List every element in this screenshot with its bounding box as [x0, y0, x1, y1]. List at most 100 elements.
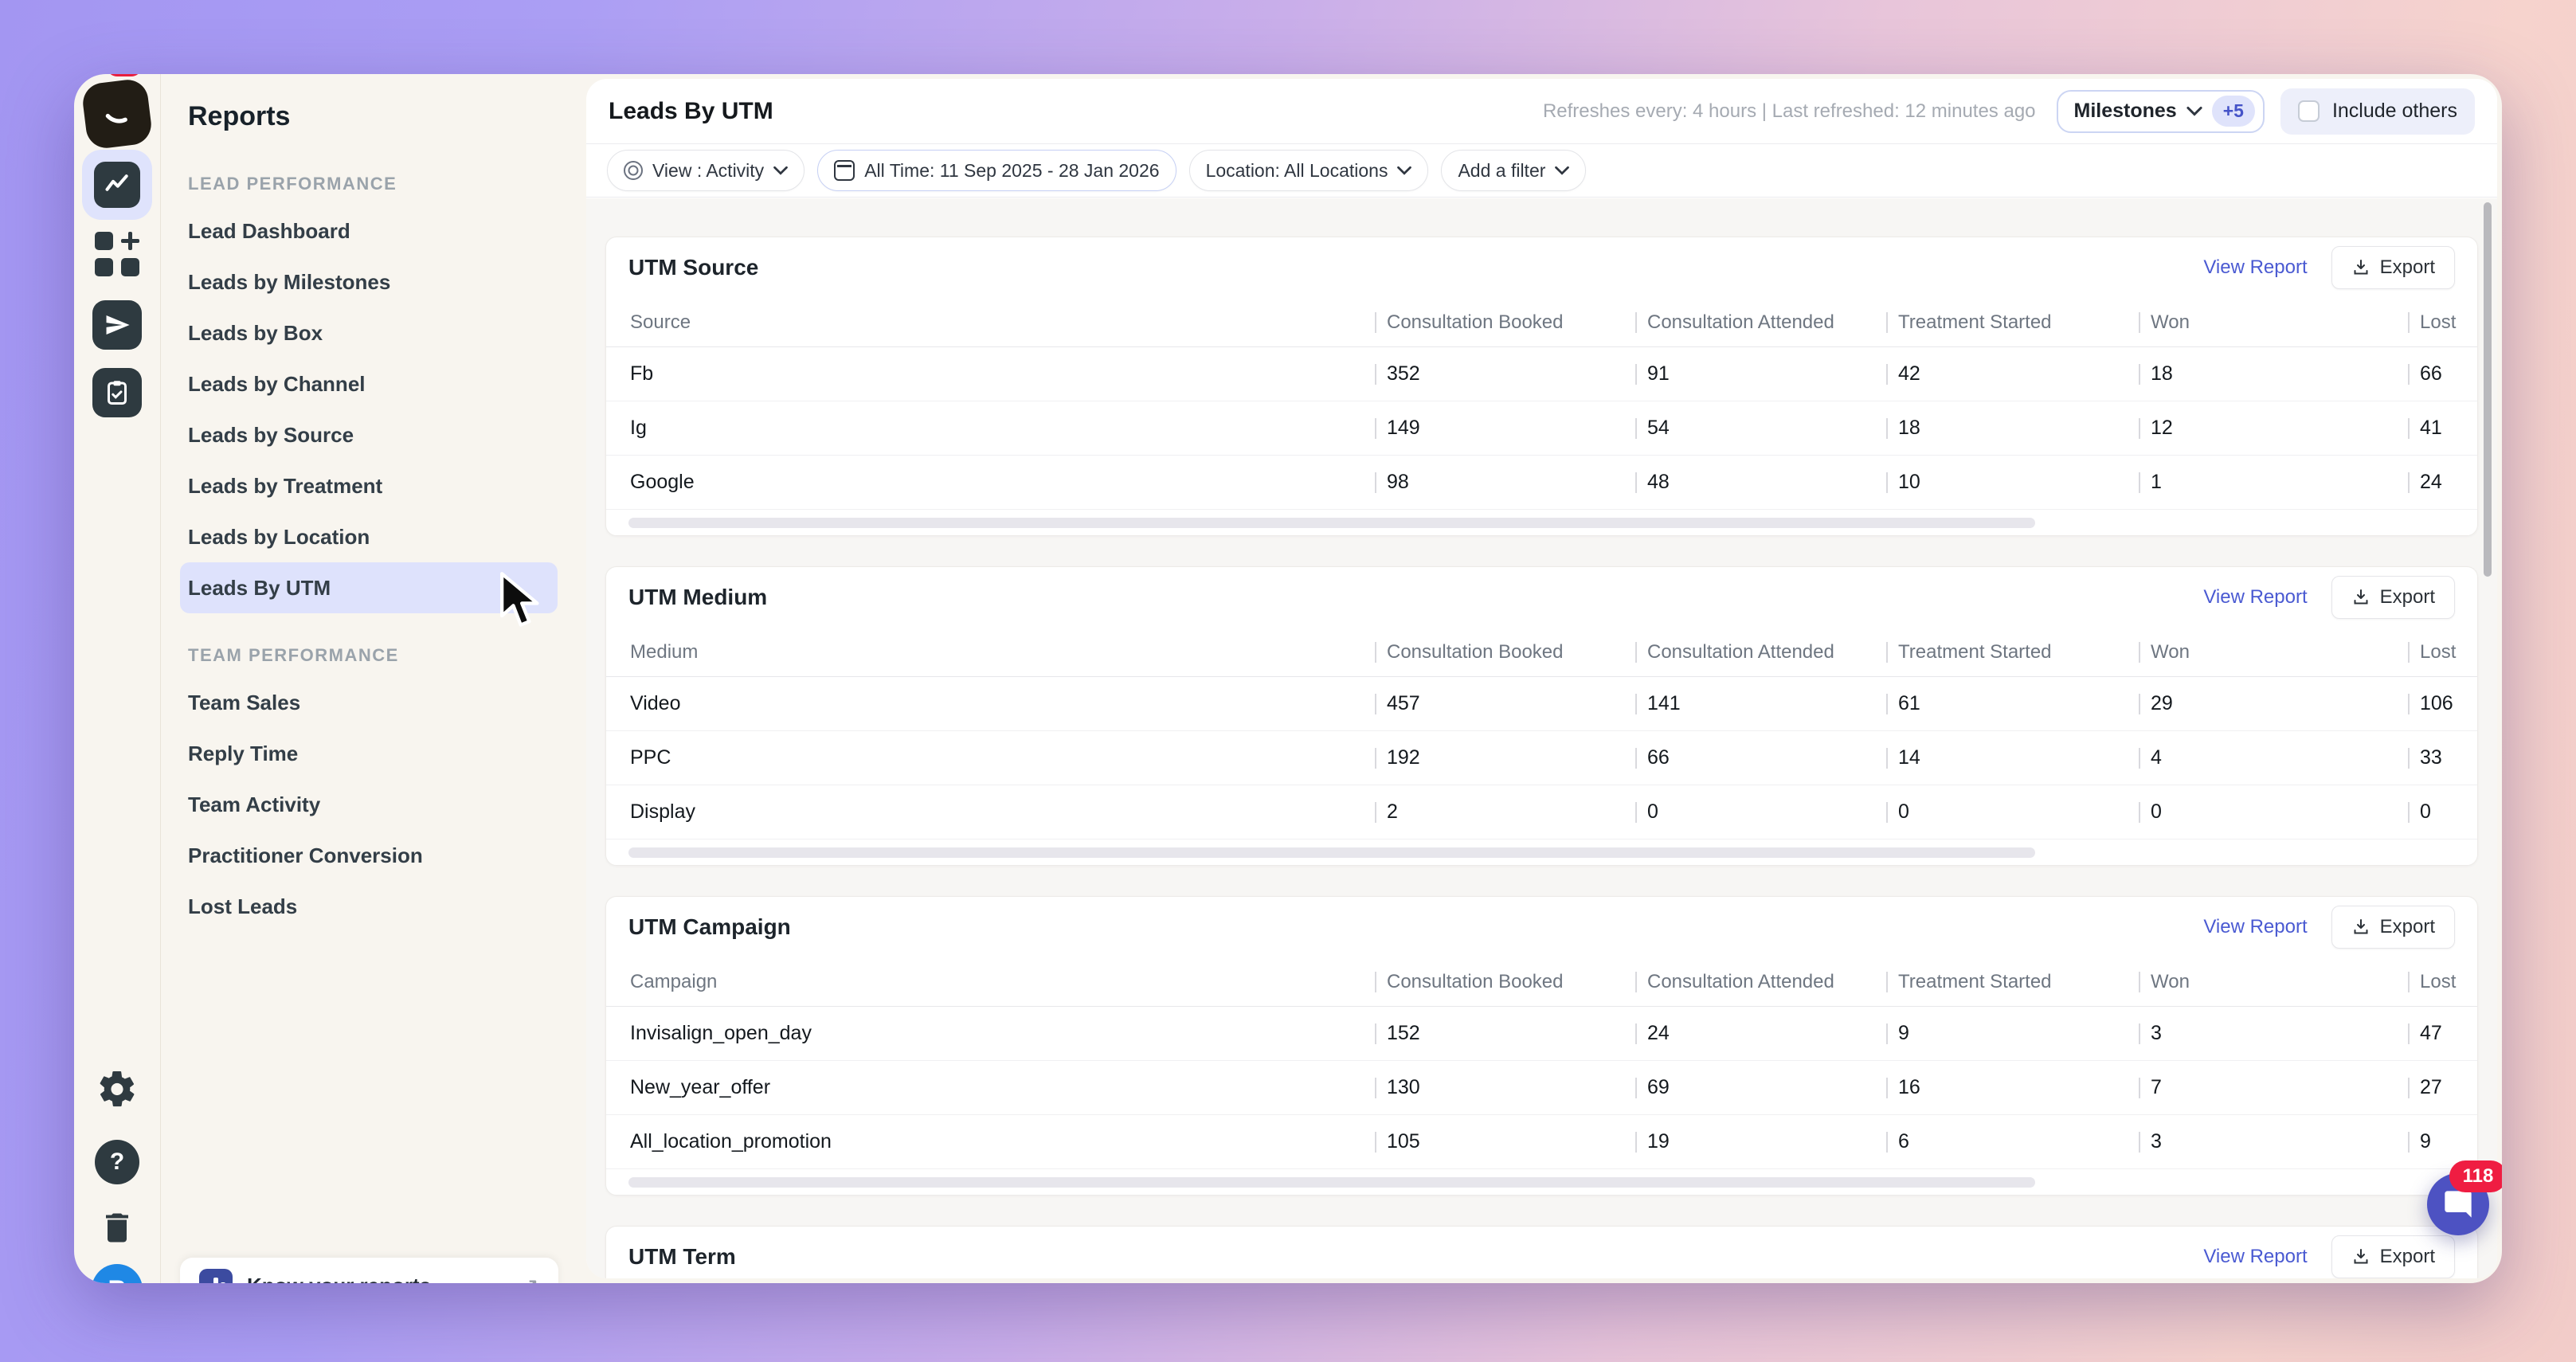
utm-campaign-card: UTM Campaign View Report Export Campaign… — [605, 896, 2478, 1196]
trash-icon — [98, 1209, 136, 1247]
report-title: Leads By UTM — [609, 98, 1543, 125]
sidebar-item-leads-by-channel[interactable]: Leads by Channel — [180, 358, 558, 409]
gear-icon — [96, 1069, 138, 1110]
table-row[interactable]: Video 457 141 61 29 106 — [606, 677, 2477, 731]
sidebar-item-leads-by-milestones[interactable]: Leads by Milestones — [180, 256, 558, 307]
location-filter[interactable]: Location: All Locations — [1189, 150, 1429, 191]
sidebar-item-leads-by-location[interactable]: Leads by Location — [180, 511, 558, 562]
user-avatar[interactable]: B — [92, 1264, 143, 1283]
mouse-cursor — [492, 570, 548, 634]
sidebar-item-practitioner-conversion[interactable]: Practitioner Conversion — [180, 830, 558, 881]
clipboard-icon — [103, 378, 131, 407]
view-report-link[interactable]: View Report — [2203, 256, 2307, 279]
horizontal-scrollbar[interactable] — [606, 840, 2477, 865]
calendar-icon — [834, 160, 855, 181]
utm-term-card: UTM Term View Report Export — [605, 1226, 2478, 1278]
table-row[interactable]: Invisalign_open_day 152 24 9 3 47 — [606, 1007, 2477, 1061]
sidebar-item-leads-by-box[interactable]: Leads by Box — [180, 307, 558, 358]
sidebar-item-leads-by-treatment[interactable]: Leads by Treatment — [180, 460, 558, 511]
table-row[interactable]: Google 98 48 10 1 24 — [606, 456, 2477, 510]
reports-sidebar: Reports LEAD PERFORMANCE Lead Dashboard … — [162, 74, 586, 1283]
logo-icon — [80, 77, 153, 150]
date-range-filter[interactable]: All Time: 11 Sep 2025 - 28 Jan 2026 — [817, 150, 1176, 191]
table-title: UTM Source — [628, 255, 2203, 280]
horizontal-scrollbar[interactable] — [606, 510, 2477, 535]
download-icon — [2351, 258, 2370, 277]
rail-item-tasks[interactable] — [92, 368, 142, 417]
scrollbar-thumb[interactable] — [628, 847, 2035, 858]
grid-plus-icon — [95, 232, 139, 276]
horizontal-scrollbar[interactable] — [606, 1169, 2477, 1195]
milestones-dropdown[interactable]: Milestones +5 — [2057, 90, 2265, 133]
table-title: UTM Term — [628, 1244, 2203, 1270]
know-your-reports-link[interactable]: Know your reports ↗ — [180, 1258, 558, 1283]
sidebar-item-team-sales[interactable]: Team Sales — [180, 677, 558, 728]
table-row[interactable]: New_year_offer 130 69 16 7 27 — [606, 1061, 2477, 1115]
milestones-count-badge: +5 — [2212, 96, 2255, 127]
add-filter-button[interactable]: Add a filter — [1441, 150, 1586, 191]
sidebar-item-team-activity[interactable]: Team Activity — [180, 779, 558, 830]
chat-bubble-icon — [2442, 1188, 2474, 1220]
vertical-scrollbar-thumb[interactable] — [2484, 202, 2492, 577]
view-icon — [624, 161, 643, 180]
download-icon — [2351, 1247, 2370, 1266]
rail-item-reports-active[interactable] — [82, 150, 152, 220]
table-title: UTM Medium — [628, 585, 2203, 610]
view-report-link[interactable]: View Report — [2203, 1246, 2307, 1268]
sidebar-item-lost-leads[interactable]: Lost Leads — [180, 881, 558, 932]
table-header-row: Medium Consultation Booked Consultation … — [606, 628, 2477, 677]
chat-unread-badge: 118 — [2449, 1160, 2502, 1192]
table-row[interactable]: All_location_promotion 105 19 6 3 9 — [606, 1115, 2477, 1169]
table-row[interactable]: Fb 352 91 42 18 66 — [606, 347, 2477, 401]
sidebar-item-reply-time[interactable]: Reply Time — [180, 728, 558, 779]
chevron-down-icon — [1397, 166, 1411, 175]
external-link-icon: ↗ — [521, 1273, 539, 1284]
section-label-team-performance: TEAM PERFORMANCE — [180, 645, 586, 666]
utm-medium-card: UTM Medium View Report Export Medium Con… — [605, 566, 2478, 866]
sidebar-item-leads-by-source[interactable]: Leads by Source — [180, 409, 558, 460]
smile-icon — [94, 91, 140, 137]
filter-bar: View : Activity All Time: 11 Sep 2025 - … — [586, 144, 2497, 198]
view-filter[interactable]: View : Activity — [607, 150, 805, 191]
chevron-down-icon — [1555, 166, 1569, 175]
page-title: Reports — [180, 101, 586, 132]
table-header-row: Source Consultation Booked Consultation … — [606, 298, 2477, 347]
utm-source-card: UTM Source View Report Export Source Con… — [605, 237, 2478, 536]
bar-chart-icon — [199, 1269, 233, 1283]
app-logo[interactable]: 48 — [84, 81, 150, 147]
scrollbar-thumb[interactable] — [628, 1177, 2035, 1188]
table-row[interactable]: PPC 192 66 14 4 33 — [606, 731, 2477, 785]
rail-item-trash[interactable] — [98, 1209, 136, 1251]
export-button[interactable]: Export — [2331, 576, 2455, 619]
chevron-down-icon — [773, 166, 788, 175]
icon-rail: 48 — [74, 74, 161, 1283]
include-others-checkbox[interactable] — [2298, 100, 2320, 122]
report-scroll-area[interactable]: UTM Source View Report Export Source Con… — [586, 198, 2497, 1278]
help-icon: ? — [95, 1140, 139, 1184]
view-report-link[interactable]: View Report — [2203, 916, 2307, 938]
rail-item-apps[interactable] — [95, 232, 139, 276]
notification-badge: 48 — [104, 74, 145, 79]
rail-item-help[interactable]: ? — [95, 1140, 139, 1184]
rail-item-settings[interactable] — [96, 1069, 138, 1114]
scrollbar-thumb[interactable] — [628, 518, 2035, 528]
sidebar-item-lead-dashboard[interactable]: Lead Dashboard — [180, 205, 558, 256]
table-row[interactable]: Ig 149 54 18 12 41 — [606, 401, 2477, 456]
export-button[interactable]: Export — [2331, 1235, 2455, 1278]
table-header-row: Campaign Consultation Booked Consultatio… — [606, 957, 2477, 1007]
export-button[interactable]: Export — [2331, 246, 2455, 289]
main-panel: Leads By UTM Refreshes every: 4 hours | … — [586, 79, 2497, 1278]
download-icon — [2351, 588, 2370, 607]
app-window: 48 — [74, 74, 2502, 1283]
rail-item-campaigns[interactable] — [92, 300, 142, 350]
chart-trend-icon — [101, 169, 133, 201]
export-button[interactable]: Export — [2331, 906, 2455, 949]
table-row[interactable]: Display 2 0 0 0 0 — [606, 785, 2477, 840]
view-report-link[interactable]: View Report — [2203, 586, 2307, 609]
table-title: UTM Campaign — [628, 914, 2203, 940]
chevron-down-icon — [2186, 106, 2202, 116]
include-others-toggle[interactable]: Include others — [2280, 88, 2475, 135]
send-icon — [104, 311, 131, 339]
main-header: Leads By UTM Refreshes every: 4 hours | … — [586, 79, 2497, 144]
refresh-status: Refreshes every: 4 hours | Last refreshe… — [1543, 100, 2036, 123]
